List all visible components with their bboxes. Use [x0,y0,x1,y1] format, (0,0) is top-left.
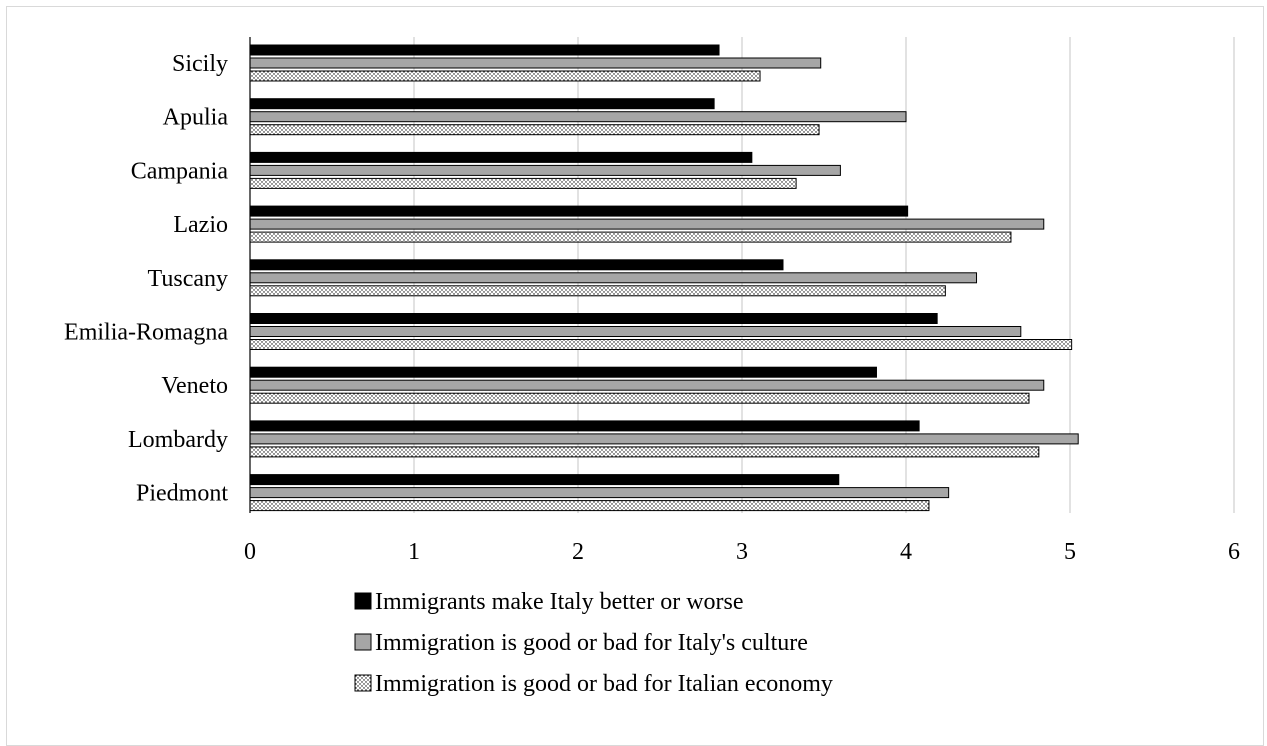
bar-piedmont-series-3 [249,500,930,512]
legend: Immigrants make Italy better or worse Imm… [354,589,833,697]
category-label: Piedmont [136,481,228,507]
bar-veneto-series-1 [249,366,877,378]
bar-lombardy-series-3 [249,446,1040,458]
bar-tuscany-series-1 [249,259,784,271]
legend-swatch-series-2 [354,633,372,651]
bar-apulia-series-1 [249,98,715,110]
bar-apulia-series-3 [249,124,820,136]
bar-veneto-series-2 [249,379,1045,391]
bar-campania-series-3 [249,177,797,189]
bar-lombardy-series-2 [249,433,1079,445]
bar-apulia-series-2 [249,111,907,123]
category-label: Emilia-Romagna [64,320,228,346]
legend-swatch-series-3 [354,674,372,692]
bar-tuscany-series-3 [249,285,946,297]
bar-lazio-series-1 [249,205,909,217]
category-label: Campania [131,158,229,184]
category-label: Lombardy [128,427,228,453]
bar-piedmont-series-2 [249,487,950,499]
x-tick-label: 1 [408,539,420,565]
bar-chart: Sicily Apulia Campania Lazio Tuscany Emilia-R… [64,37,1240,697]
bar-emilia-romagna-series-1 [249,313,938,324]
bar-sicily-series-1 [249,44,720,56]
category-label: Apulia [163,105,229,131]
legend-swatch-series-1 [354,592,372,610]
bar-veneto-series-3 [249,392,1030,404]
x-tick-label: 3 [736,539,748,565]
category-labels: Sicily Apulia Campania Lazio Tuscany Emilia-R… [64,51,228,507]
legend-label-series-3: Immigration is good or bad for Italian e… [375,671,833,697]
bar-lazio-series-2 [249,218,1045,230]
tick-labels: 0 1 2 3 4 5 6 [244,539,1240,565]
legend-label-series-1: Immigrants make Italy better or worse [375,589,744,615]
x-tick-label: 2 [572,539,584,565]
bar-campania-series-1 [249,151,753,163]
x-tick-label: 5 [1064,539,1076,565]
x-tick-label: 0 [244,539,256,565]
category-label: Veneto [161,373,228,399]
bars [249,44,1079,512]
chart-frame: Sicily Apulia Campania Lazio Tuscany Emilia-R… [6,6,1264,746]
bar-tuscany-series-2 [249,272,978,284]
category-label: Sicily [172,51,228,77]
bar-sicily-series-3 [249,70,761,82]
x-tick-label: 4 [900,539,912,565]
bar-sicily-series-2 [249,57,822,69]
category-label: Tuscany [148,266,228,292]
bar-campania-series-2 [249,164,841,176]
bar-lombardy-series-1 [249,420,920,432]
bar-emilia-romagna-series-2 [249,326,1022,337]
bar-emilia-romagna-series-3 [249,339,1073,350]
bar-piedmont-series-1 [249,474,840,486]
x-tick-label: 6 [1228,539,1240,565]
legend-label-series-2: Immigration is good or bad for Italy's c… [375,630,808,656]
bar-lazio-series-3 [249,231,1012,243]
category-label: Lazio [173,212,228,238]
